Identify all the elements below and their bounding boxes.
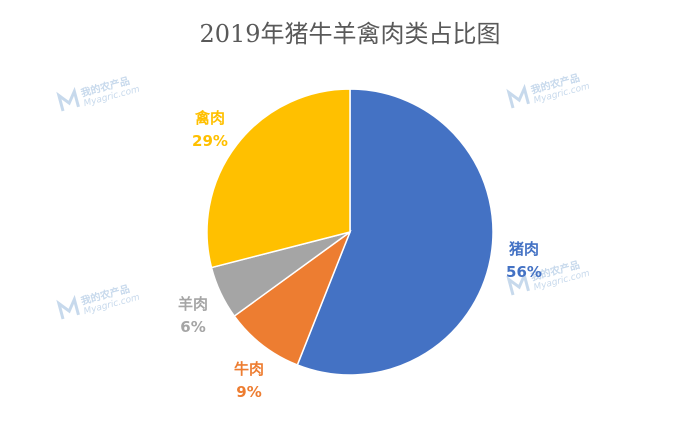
chart-title: 2019年猪牛羊禽肉类占比图 (199, 20, 500, 48)
slice-category-label-0: 猪肉 (508, 240, 539, 258)
pie-slice-3 (206, 88, 351, 269)
slice-value-label-1: 9% (236, 383, 261, 401)
slice-value-label-2: 6% (180, 318, 205, 336)
slice-value-label-3: 29% (192, 132, 228, 150)
watermark-logo-icon (506, 83, 530, 109)
slice-category-label-1: 牛肉 (234, 360, 264, 378)
slice-category-label-2: 羊肉 (178, 295, 208, 313)
pie-slice-1 (233, 229, 352, 366)
watermark-logo-icon (506, 270, 530, 296)
pie-slices (206, 88, 494, 376)
slice-category-label-3: 禽肉 (194, 109, 225, 127)
pie-slice-0 (296, 88, 494, 376)
watermark-logo-icon (56, 294, 80, 320)
watermark-logo-icon (56, 86, 80, 112)
slice-value-label-0: 56% (506, 263, 542, 281)
pie-labels: 猪肉 56% 牛肉 9% 羊肉 6% 禽肉 29% (178, 109, 542, 401)
